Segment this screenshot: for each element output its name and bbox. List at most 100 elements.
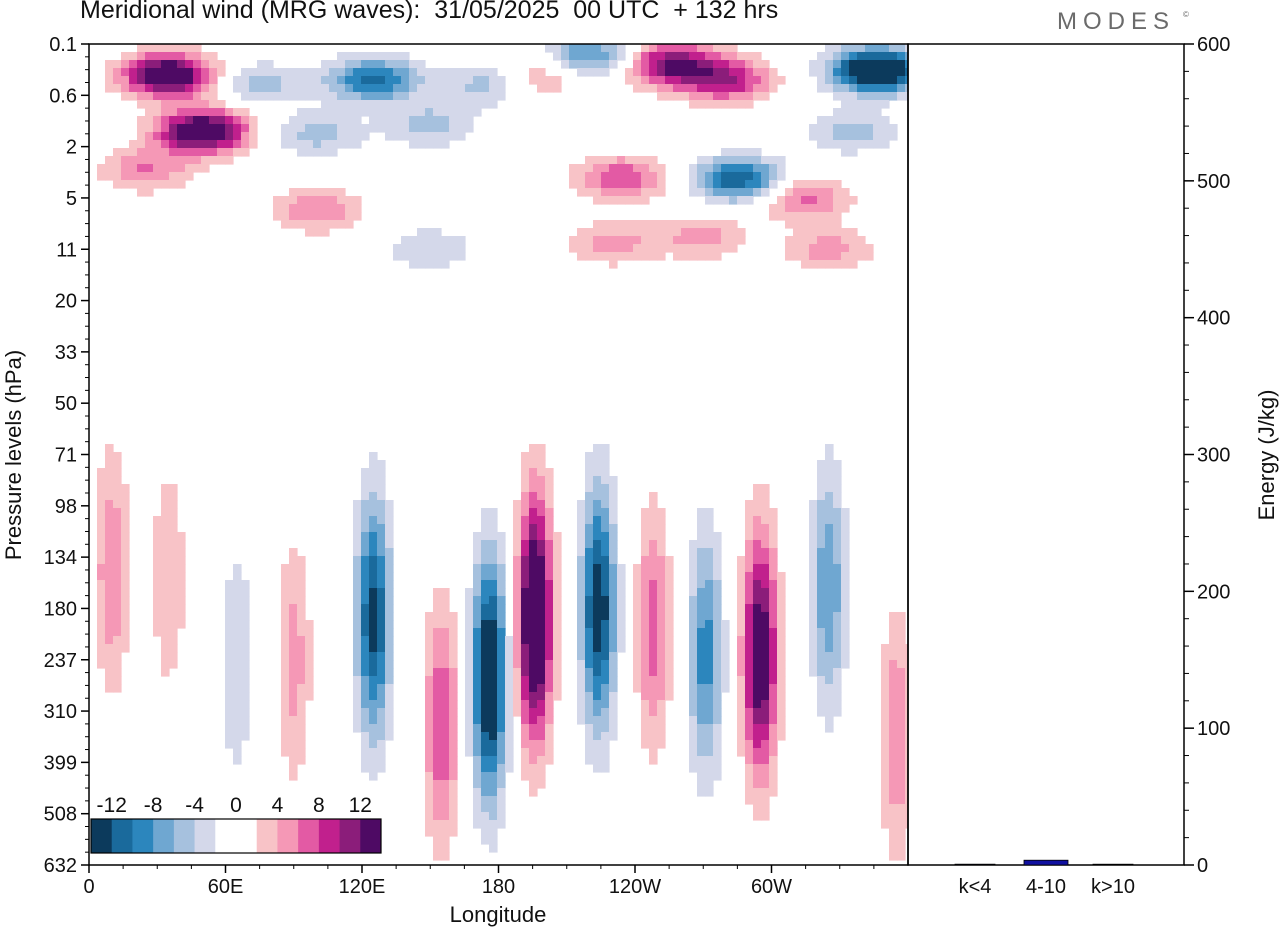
heat-cell [689, 612, 698, 621]
heat-cell [513, 668, 522, 677]
heat-cell [225, 732, 234, 741]
heat-cell [393, 60, 402, 69]
heat-cell [841, 84, 850, 93]
heat-cell [473, 564, 482, 573]
heat-cell [297, 572, 306, 581]
heat-cell [649, 156, 658, 165]
heat-cell [633, 644, 642, 653]
heat-cell [289, 748, 298, 757]
heat-cell [577, 252, 586, 261]
heat-cell [201, 60, 210, 69]
heat-cell [545, 716, 554, 725]
heat-cell [705, 60, 714, 69]
heat-cell [449, 772, 458, 781]
heat-cell [889, 732, 898, 741]
heat-cell [353, 556, 362, 565]
heat-cell [793, 180, 802, 189]
heat-cell [529, 588, 538, 597]
heat-cell [369, 468, 378, 477]
heat-cell [233, 620, 242, 629]
heat-cell [97, 644, 106, 653]
heat-cell [577, 548, 586, 557]
heat-cell [705, 84, 714, 93]
heat-cell [641, 652, 650, 661]
heat-cell [825, 644, 834, 653]
heat-cell [753, 148, 762, 157]
heat-cell [889, 796, 898, 805]
heat-cell [825, 516, 834, 525]
heat-cell [593, 44, 602, 53]
heat-cell [585, 636, 594, 645]
heat-cell [665, 612, 674, 621]
heat-cell [705, 708, 714, 717]
heat-cell [889, 620, 898, 629]
heat-cell [601, 228, 610, 237]
heat-cell [833, 108, 842, 117]
heat-cell [217, 140, 226, 149]
heat-cell [833, 596, 842, 605]
heat-cell [377, 108, 386, 117]
heat-cell [841, 588, 850, 597]
heat-cell [297, 140, 306, 149]
heat-cell [401, 52, 410, 61]
heat-cell [377, 500, 386, 509]
heat-cell [881, 60, 890, 69]
heat-cell [649, 668, 658, 677]
heat-cell [809, 660, 818, 669]
heat-cell [337, 116, 346, 125]
heat-cell [113, 660, 122, 669]
heat-cell [473, 820, 482, 829]
heat-cell [769, 164, 778, 173]
heat-cell [305, 652, 314, 661]
heat-cell [233, 108, 242, 117]
heat-cell [153, 612, 162, 621]
heat-cell [433, 252, 442, 261]
heat-cell [697, 508, 706, 517]
heat-cell [433, 92, 442, 101]
heat-cell [385, 68, 394, 77]
heat-cell [889, 812, 898, 821]
heat-cell [665, 44, 674, 53]
heat-cell [769, 772, 778, 781]
heat-cell [201, 132, 210, 141]
heat-cell [561, 60, 570, 69]
heat-cell [825, 252, 834, 261]
heat-cell [817, 500, 826, 509]
heat-cell [777, 212, 786, 221]
heat-cell [713, 580, 722, 589]
heat-cell [753, 156, 762, 165]
heat-cell [889, 44, 898, 53]
heat-cell [585, 44, 594, 53]
heat-cell [113, 148, 122, 157]
heat-cell [577, 164, 586, 173]
heat-cell [297, 76, 306, 85]
heat-cell [705, 532, 714, 541]
heat-cell [593, 596, 602, 605]
heat-cell [601, 628, 610, 637]
heat-cell [105, 684, 114, 693]
heat-cell [761, 484, 770, 493]
heat-cell [353, 588, 362, 597]
heat-cell [753, 716, 762, 725]
heat-cell [753, 580, 762, 589]
heat-cell [769, 732, 778, 741]
colorbar-swatch [111, 819, 133, 853]
heat-cell [705, 220, 714, 229]
heat-cell [481, 820, 490, 829]
heat-cell [817, 572, 826, 581]
heat-cell [617, 228, 626, 237]
heat-cell [761, 660, 770, 669]
heat-cell [825, 580, 834, 589]
heat-cell [825, 540, 834, 549]
heat-cell [737, 100, 746, 109]
heat-cell [601, 556, 610, 565]
heat-cell [345, 92, 354, 101]
heat-cell [529, 620, 538, 629]
heat-cell [833, 604, 842, 613]
heat-cell [705, 756, 714, 765]
heat-cell [585, 68, 594, 77]
heat-cell [745, 772, 754, 781]
heat-cell [617, 236, 626, 245]
heat-cell [897, 668, 906, 677]
heat-cell [233, 148, 242, 157]
